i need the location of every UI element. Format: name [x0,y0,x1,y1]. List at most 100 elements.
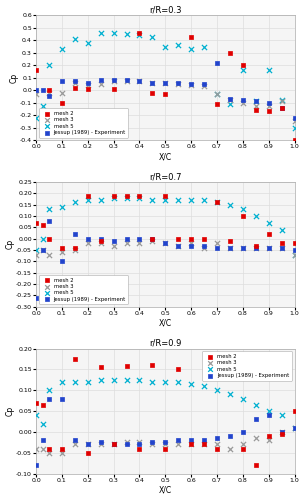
mesh 5 [137,376,142,384]
mesh 3 [215,440,220,448]
mesh 2 [189,234,194,242]
mesh 5 [98,376,103,384]
mesh 2 [189,440,194,448]
Title: r/R=0.9: r/R=0.9 [149,339,181,348]
mesh 5 [253,212,258,220]
mesh 5 [189,45,194,53]
mesh 5 [266,66,271,74]
mesh 3 [253,102,258,110]
Jessup (1989) - Experiment [228,432,232,440]
mesh 2 [202,440,206,448]
mesh 2 [98,364,103,372]
mesh 2 [85,448,90,456]
mesh 2 [253,242,258,250]
mesh 5 [124,30,129,38]
mesh 2 [163,444,168,452]
mesh 2 [85,85,90,93]
mesh 2 [47,86,52,94]
mesh 3 [47,250,52,258]
mesh 5 [240,66,245,74]
mesh 3 [240,98,245,106]
mesh 5 [124,194,129,202]
Jessup (1989) - Experiment [279,104,284,112]
mesh 3 [202,440,206,448]
mesh 3 [137,438,142,446]
mesh 3 [202,244,206,252]
mesh 2 [292,407,297,415]
mesh 3 [34,250,38,258]
Y-axis label: Cp: Cp [9,72,18,83]
Jessup (1989) - Experiment [150,234,155,242]
Jessup (1989) - Experiment [253,98,258,106]
Jessup (1989) - Experiment [73,436,77,444]
Jessup (1989) - Experiment [215,59,220,67]
Jessup (1989) - Experiment [202,436,206,444]
mesh 2 [150,88,155,96]
mesh 3 [163,78,168,86]
Y-axis label: Cp: Cp [6,406,15,416]
Jessup (1989) - Experiment [98,438,103,446]
mesh 5 [73,198,77,206]
mesh 5 [176,42,181,50]
mesh 2 [215,444,220,452]
Jessup (1989) - Experiment [189,242,194,250]
mesh 3 [85,240,90,248]
Jessup (1989) - Experiment [34,294,38,302]
mesh 2 [253,106,258,114]
Jessup (1989) - Experiment [124,76,129,84]
Jessup (1989) - Experiment [40,436,45,444]
mesh 3 [34,90,38,98]
mesh 5 [292,250,297,258]
mesh 3 [279,98,284,106]
X-axis label: X/C: X/C [159,152,172,161]
mesh 2 [292,240,297,248]
mesh 3 [292,424,297,432]
mesh 3 [279,244,284,252]
mesh 5 [202,196,206,204]
mesh 5 [215,198,220,206]
mesh 5 [98,196,103,204]
Jessup (1989) - Experiment [98,234,103,242]
mesh 5 [163,378,168,386]
mesh 5 [73,378,77,386]
Jessup (1989) - Experiment [150,78,155,86]
mesh 5 [85,196,90,204]
mesh 2 [150,234,155,242]
Jessup (1989) - Experiment [73,230,77,238]
mesh 5 [163,42,168,50]
Jessup (1989) - Experiment [47,216,52,224]
mesh 3 [59,248,64,256]
mesh 5 [124,376,129,384]
mesh 3 [189,81,194,89]
Jessup (1989) - Experiment [59,78,64,86]
mesh 5 [85,39,90,47]
mesh 2 [189,32,194,40]
mesh 3 [137,78,142,86]
Jessup (1989) - Experiment [59,394,64,402]
mesh 3 [150,237,155,245]
mesh 5 [292,424,297,432]
mesh 3 [189,240,194,248]
mesh 5 [137,32,142,40]
mesh 3 [137,240,142,248]
mesh 3 [124,240,129,248]
Jessup (1989) - Experiment [111,440,116,448]
Jessup (1989) - Experiment [111,76,116,84]
Jessup (1989) - Experiment [279,244,284,252]
mesh 5 [98,29,103,37]
Jessup (1989) - Experiment [228,244,232,252]
mesh 2 [228,49,232,57]
Jessup (1989) - Experiment [189,80,194,88]
mesh 2 [279,104,284,112]
mesh 2 [176,234,181,242]
Jessup (1989) - Experiment [85,78,90,86]
mesh 5 [176,196,181,204]
mesh 3 [163,440,168,448]
Jessup (1989) - Experiment [124,440,129,448]
mesh 3 [189,440,194,448]
Jessup (1989) - Experiment [215,244,220,252]
mesh 3 [292,118,297,126]
Jessup (1989) - Experiment [240,96,245,104]
mesh 2 [34,66,38,74]
mesh 5 [150,32,155,40]
